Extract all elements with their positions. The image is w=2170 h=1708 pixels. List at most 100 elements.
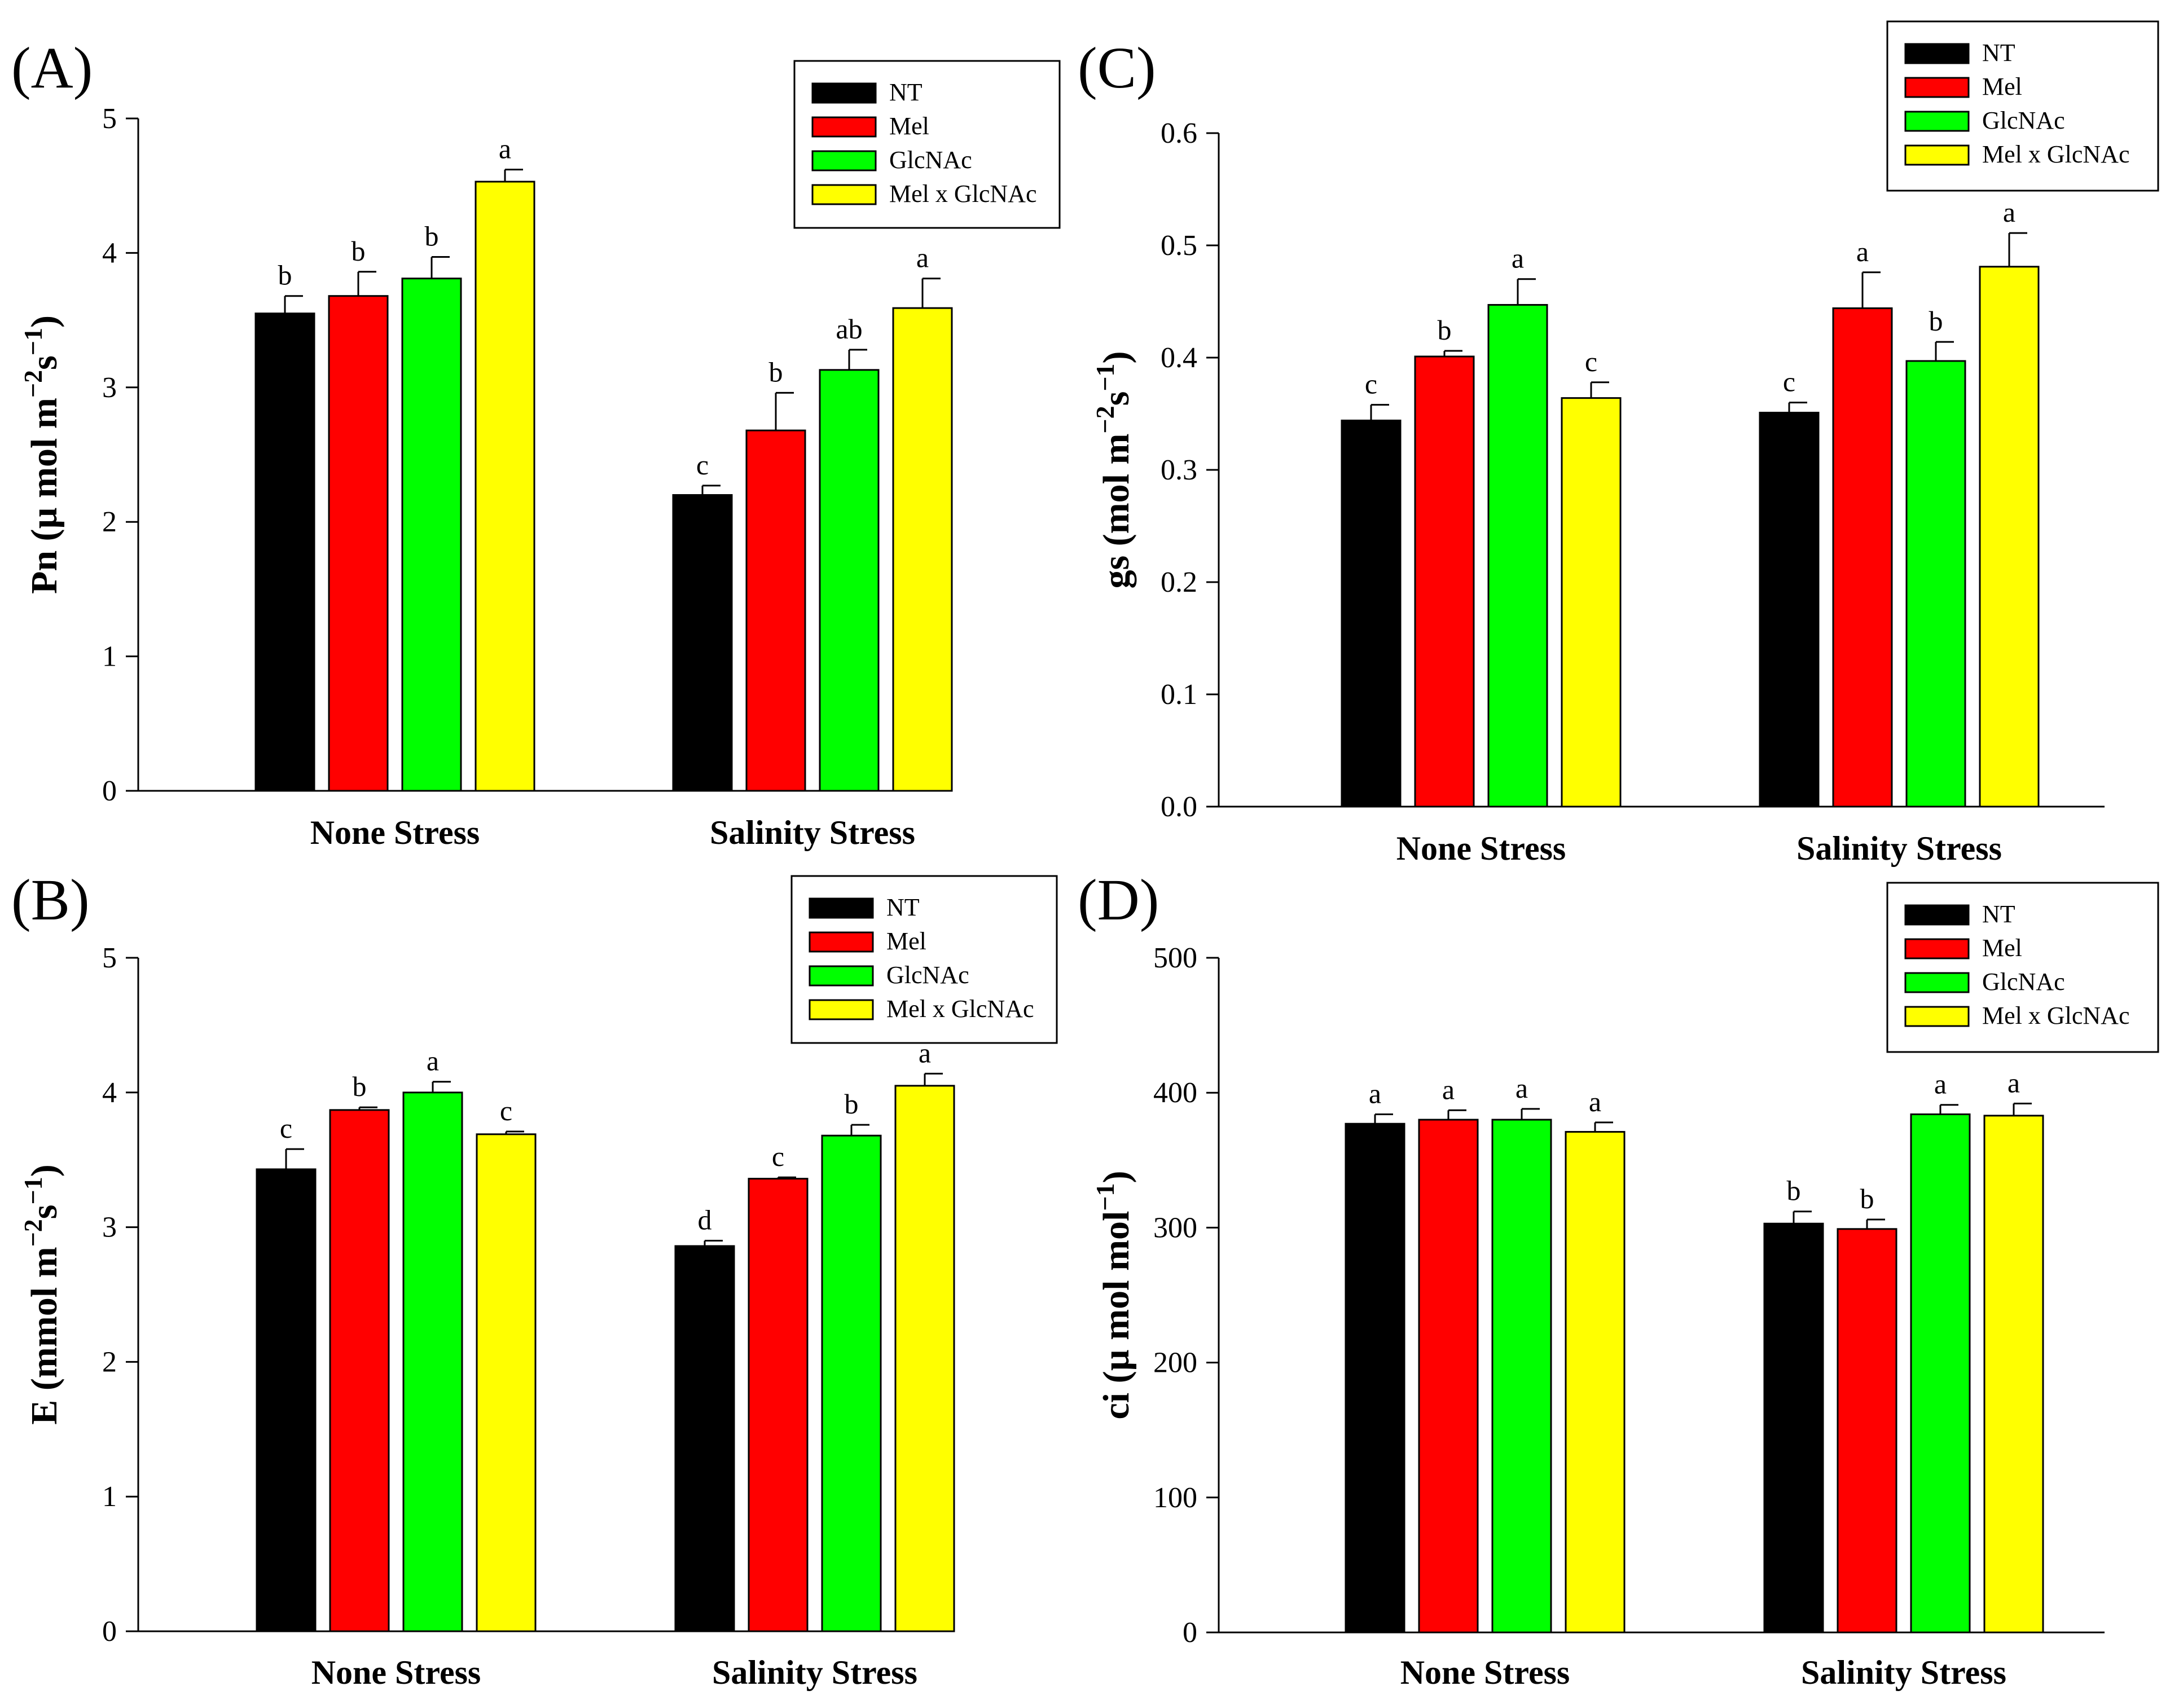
bar (1418, 1119, 1479, 1634)
bar (819, 369, 880, 792)
significance-letter: b (1860, 1183, 1874, 1214)
bar (254, 312, 315, 792)
legend-label: GlcNAc (886, 961, 969, 989)
legend-swatch (811, 150, 877, 171)
significance-letter: a (916, 242, 929, 274)
legend: NT Mel GlcNAc Mel x GlcNAc (1886, 20, 2159, 192)
x-category-label: None Stress (310, 814, 480, 851)
bar (1565, 1131, 1626, 1634)
bar (402, 1091, 463, 1632)
y-tick-label: 2 (102, 506, 117, 538)
y-tick-label: 5 (102, 103, 117, 135)
legend-label: NT (1982, 39, 2015, 67)
significance-letter: c (1365, 368, 1377, 400)
bar (1414, 355, 1475, 808)
legend-swatch (1904, 111, 1970, 132)
bar (748, 1178, 809, 1632)
legend-label: GlcNAc (1982, 107, 2065, 134)
legend-label: Mel (889, 112, 929, 140)
significance-letter: b (845, 1088, 859, 1120)
y-tick-label: 0 (1183, 1617, 1197, 1649)
significance-letter: a (1516, 1072, 1528, 1104)
panel-label: (A) (11, 36, 93, 100)
legend-swatch (1904, 1006, 1970, 1027)
legend: NT Mel GlcNAc Mel x GlcNAc (790, 875, 1058, 1044)
legend-label: GlcNAc (889, 146, 972, 174)
bar (401, 278, 462, 792)
legend-swatch (1904, 904, 1970, 926)
legend-swatch (811, 116, 877, 138)
legend-swatch (809, 999, 874, 1020)
y-tick-label: 0.3 (1161, 454, 1197, 486)
y-tick-label: 5 (102, 942, 117, 974)
chart-panel-c: (C) 0.0 0.1 0.2 0.3 0.4 0.5 0.6 gs (mol m−2s−1) N… (1078, 20, 2159, 867)
y-tick-label: 1 (102, 1481, 117, 1513)
bar (674, 1245, 735, 1632)
bar (1832, 307, 1893, 808)
legend-swatch (1904, 972, 1970, 993)
x-category-label: Salinity Stress (710, 814, 915, 851)
y-tick-label: 3 (102, 372, 117, 404)
significance-letter: a (427, 1045, 439, 1077)
legend-label: NT (1982, 900, 2015, 928)
y-tick-label: 3 (102, 1212, 117, 1244)
legend-label: NT (889, 78, 923, 106)
x-category-label: Salinity Stress (712, 1654, 917, 1691)
significance-letter: b (1787, 1175, 1801, 1207)
legend-swatch (1904, 144, 1970, 166)
y-tick-label: 0.6 (1161, 117, 1197, 149)
significance-letter: b (352, 235, 366, 267)
y-tick-label: 0 (102, 775, 117, 807)
significance-letter: a (1589, 1086, 1601, 1117)
significance-letter: c (1585, 346, 1597, 377)
chart-panel-d: (D) 0 100 200 300 400 500 ci (µ mol mol−1) None … (1078, 868, 2159, 1691)
legend-label: Mel x GlcNAc (1982, 140, 2130, 168)
y-tick-label: 4 (102, 1077, 117, 1109)
legend-swatch (811, 184, 877, 205)
significance-letter: c (772, 1141, 784, 1172)
significance-letter: c (500, 1095, 512, 1126)
bar (1487, 303, 1548, 808)
bar (256, 1168, 317, 1632)
y-tick-label: 100 (1153, 1482, 1197, 1514)
bar (1341, 419, 1402, 808)
y-tick-label: 200 (1153, 1347, 1197, 1379)
legend-swatch (1904, 77, 1970, 98)
y-tick-label: 0.1 (1161, 679, 1197, 711)
x-category-label: Salinity Stress (1801, 1654, 2006, 1691)
panel-label: (B) (11, 868, 90, 932)
significance-letter: a (919, 1037, 931, 1068)
bar (1983, 1115, 2044, 1634)
legend-label: Mel (886, 927, 926, 955)
y-tick-label: 400 (1153, 1077, 1197, 1109)
chart-panel-b: (B) 0 1 2 3 4 5 E (mmol m−2s−1) None Stress c b a c S… (11, 868, 1058, 1691)
chart-panel-a: (A) 0 1 2 3 4 5 Pn (µ mol m−2s−1) None Stress b b b… (11, 36, 1061, 851)
significance-letter: c (280, 1112, 292, 1144)
bar (892, 307, 953, 792)
bar (1910, 1113, 1971, 1634)
bar (328, 295, 389, 792)
significance-letter: b (1929, 305, 1943, 337)
significance-letter: a (499, 133, 511, 165)
y-axis-title: E (mmol m−2s−1) (19, 1164, 65, 1424)
bar (329, 1109, 390, 1632)
y-axis-title: ci (µ mol mol−1) (1091, 1171, 1137, 1420)
x-category-label: Salinity Stress (1796, 830, 2002, 867)
legend-label: GlcNAc (1982, 968, 2065, 996)
legend-label: Mel x GlcNAc (1982, 1002, 2130, 1029)
x-category-label: None Stress (1396, 830, 1566, 867)
y-tick-label: 0.5 (1161, 230, 1197, 262)
legend-label: Mel (1982, 934, 2022, 962)
y-tick-label: 500 (1153, 942, 1197, 974)
bar (476, 1133, 537, 1632)
legend-label: Mel x GlcNAc (886, 995, 1034, 1023)
y-tick-label: 0.2 (1161, 566, 1197, 598)
significance-letter: a (1369, 1077, 1381, 1109)
significance-letter: b (769, 356, 783, 388)
bar (1759, 412, 1820, 808)
legend-swatch (809, 897, 874, 919)
significance-letter: a (1442, 1073, 1455, 1105)
significance-letter: ab (836, 313, 862, 345)
legend-swatch (811, 82, 877, 104)
